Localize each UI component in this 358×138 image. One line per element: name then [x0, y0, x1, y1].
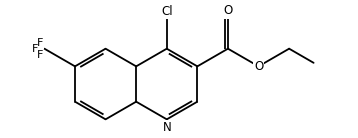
- Text: F: F: [37, 38, 44, 48]
- Text: F: F: [37, 50, 44, 60]
- Text: O: O: [254, 60, 263, 73]
- Text: N: N: [163, 121, 171, 134]
- Text: F: F: [32, 44, 38, 54]
- Text: O: O: [223, 4, 233, 17]
- Text: Cl: Cl: [161, 5, 173, 18]
